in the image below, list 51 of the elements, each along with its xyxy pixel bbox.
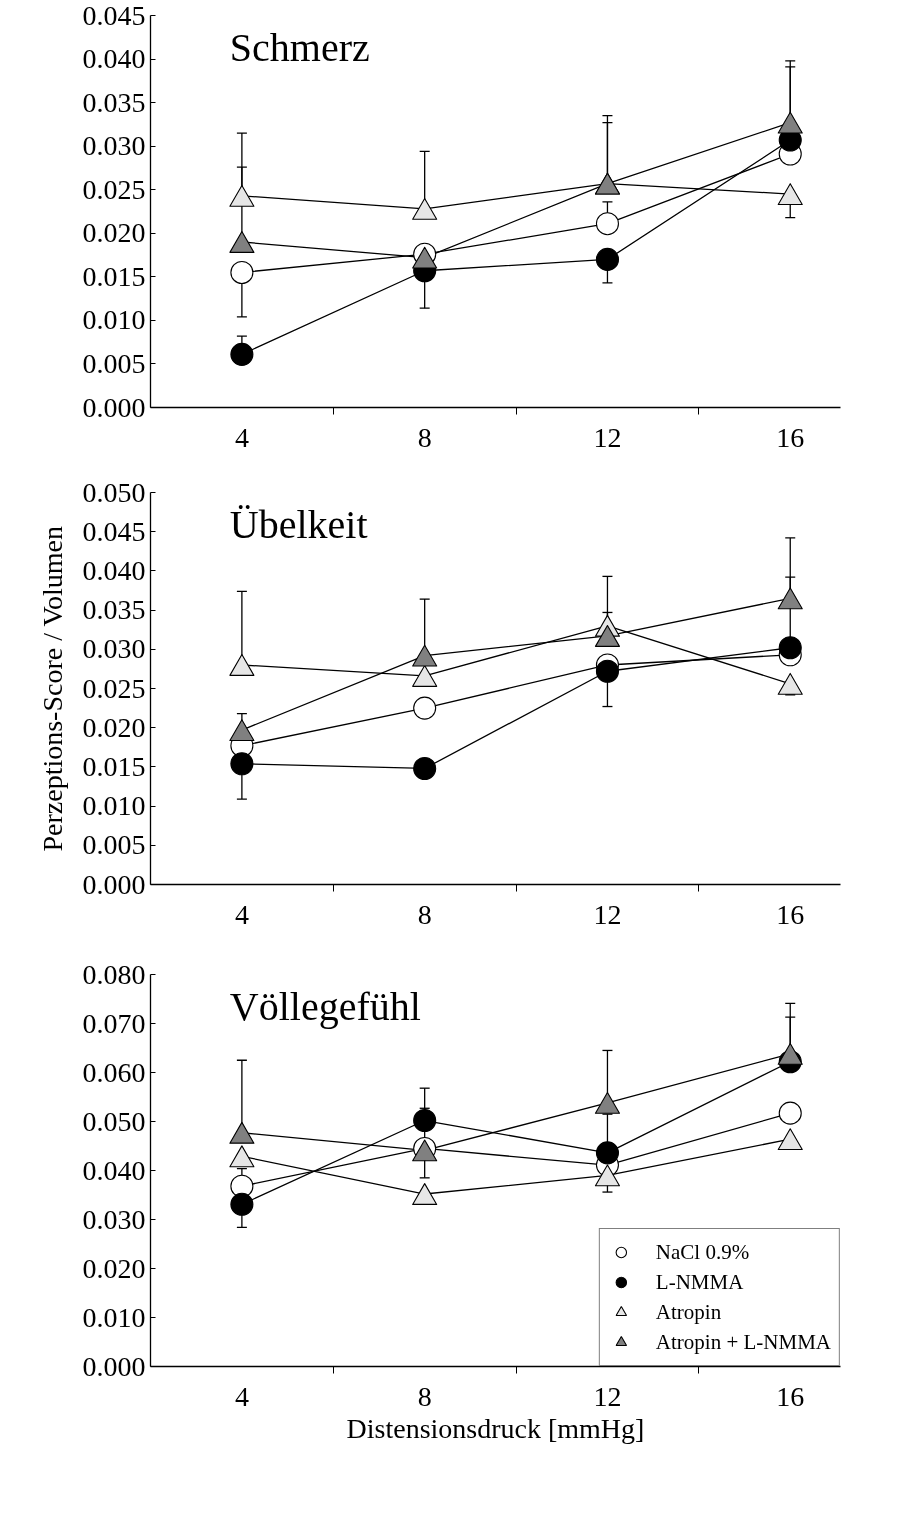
x-tick-label: 8 bbox=[417, 1380, 432, 1412]
y-tick-label: 0.040 bbox=[82, 554, 146, 586]
y-tick-label: 0.050 bbox=[82, 1105, 146, 1137]
x-tick-label: 16 bbox=[776, 1380, 805, 1412]
x-tick-label: 16 bbox=[776, 898, 805, 930]
y-tick-label: 0.030 bbox=[82, 633, 146, 665]
y-tick-label: 0.080 bbox=[82, 958, 146, 990]
y-tick-label: 0.070 bbox=[82, 1007, 146, 1039]
y-tick-label: 0.025 bbox=[82, 173, 146, 205]
y-tick-label: 0.010 bbox=[82, 304, 146, 336]
legend-label: L-NMMA bbox=[655, 1269, 744, 1295]
legend-label: Atropin + L-NMMA bbox=[655, 1329, 831, 1355]
y-tick-label: 0.005 bbox=[82, 829, 146, 861]
chart-title: Schmerz bbox=[229, 25, 370, 71]
y-tick-label: 0.045 bbox=[82, 515, 146, 547]
y-tick-label: 0.030 bbox=[82, 1203, 146, 1235]
y-tick-label: 0.035 bbox=[82, 594, 146, 626]
x-tick-label: 12 bbox=[593, 898, 622, 930]
y-axis-title: Perzeptions-Score / Volumen bbox=[36, 525, 68, 852]
y-tick-label: 0.020 bbox=[82, 711, 146, 743]
x-tick-label: 4 bbox=[234, 421, 249, 453]
y-tick-label: 0.000 bbox=[82, 868, 146, 900]
x-tick-label: 12 bbox=[593, 1380, 622, 1412]
y-tick-label: 0.045 bbox=[82, 0, 146, 31]
y-tick-label: 0.005 bbox=[82, 347, 146, 379]
y-tick-label: 0.015 bbox=[82, 750, 146, 782]
x-tick-label: 4 bbox=[234, 1380, 249, 1412]
chart-title: Übelkeit bbox=[229, 502, 368, 548]
y-tick-label: 0.060 bbox=[82, 1056, 146, 1088]
y-tick-label: 0.035 bbox=[82, 86, 146, 118]
legend-label: Atropin bbox=[655, 1299, 722, 1325]
x-tick-label: 8 bbox=[417, 898, 432, 930]
y-tick-label: 0.000 bbox=[82, 391, 146, 423]
y-tick-label: 0.020 bbox=[82, 217, 146, 249]
y-tick-label: 0.000 bbox=[82, 1350, 146, 1382]
x-tick-label: 8 bbox=[417, 421, 432, 453]
y-tick-label: 0.020 bbox=[82, 1252, 146, 1284]
chart-title: Völlegefühl bbox=[229, 984, 421, 1030]
y-tick-label: 0.015 bbox=[82, 260, 146, 292]
x-tick-label: 16 bbox=[776, 421, 805, 453]
x-axis-title: Distensionsdruck [mmHg] bbox=[346, 1412, 645, 1444]
x-tick-label: 12 bbox=[593, 421, 622, 453]
y-tick-label: 0.040 bbox=[82, 1154, 146, 1186]
y-tick-label: 0.030 bbox=[82, 130, 146, 162]
y-tick-label: 0.010 bbox=[82, 790, 146, 822]
x-tick-label: 4 bbox=[234, 898, 249, 930]
y-tick-label: 0.010 bbox=[82, 1301, 146, 1333]
legend-label: NaCl 0.9% bbox=[655, 1239, 750, 1265]
y-tick-label: 0.025 bbox=[82, 672, 146, 704]
y-tick-label: 0.050 bbox=[82, 476, 146, 508]
y-tick-label: 0.040 bbox=[82, 43, 146, 75]
